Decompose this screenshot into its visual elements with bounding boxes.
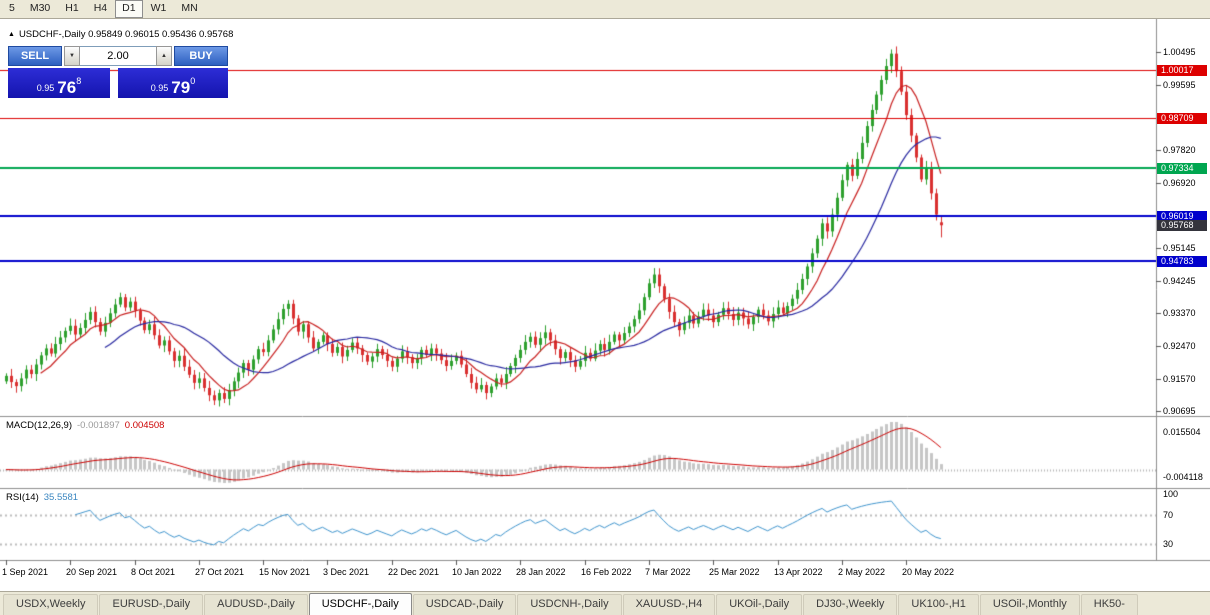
chart-tab-usdcad-daily[interactable]: USDCAD-,Daily xyxy=(412,594,517,615)
volume-increase-button[interactable]: ▲ xyxy=(156,46,172,66)
timeframe-button-h1[interactable]: H1 xyxy=(65,2,79,14)
chart-tab-hk50[interactable]: HK50- xyxy=(1080,594,1138,615)
sell-button[interactable]: SELL xyxy=(8,46,62,66)
sell-price-point: 8 xyxy=(76,76,82,86)
buy-price-display[interactable]: 0.95 79 0 xyxy=(118,68,228,98)
chart-window: ▲ USDCHF-,Daily 0.95849 0.96015 0.95436 0… xyxy=(0,19,1210,591)
buy-price-point: 0 xyxy=(190,76,196,86)
timeframe-button-w1[interactable]: W1 xyxy=(150,2,167,14)
one-click-trading-panel: SELL ▼ 2.00 ▲ BUY 0.95 76 8 0.95 79 0 xyxy=(8,46,228,98)
chart-tabs-bar: USDX,Weekly EURUSD-,Daily AUDUSD-,Daily USD… xyxy=(0,591,1210,615)
sell-price-prefix: 0.95 xyxy=(36,83,55,93)
chart-tab-usdx-weekly[interactable]: USDX,Weekly xyxy=(3,594,99,615)
rsi-name: RSI(14) xyxy=(6,492,39,503)
chart-tab-usoil-monthly[interactable]: USOil-,Monthly xyxy=(979,594,1080,615)
macd-value: -0.001897 xyxy=(77,420,120,431)
down-arrow-icon: ▼ xyxy=(69,53,75,59)
chart-tab-dj30-weekly[interactable]: DJ30-,Weekly xyxy=(803,594,898,615)
chart-title: ▲ USDCHF-,Daily 0.95849 0.96015 0.95436 0… xyxy=(8,29,233,40)
timeframe-button-h4[interactable]: H4 xyxy=(93,2,108,14)
buy-price-pips: 79 xyxy=(171,78,191,97)
chart-tab-eurusd-daily[interactable]: EURUSD-,Daily xyxy=(99,594,204,615)
timeframe-toolbar: 5 M30 H1 H4 D1 W1 MN xyxy=(0,0,1210,19)
chart-tab-ukoil-daily[interactable]: UKOil-,Daily xyxy=(716,594,803,615)
chart-tab-xauusd-h4[interactable]: XAUUSD-,H4 xyxy=(622,594,716,615)
collapse-trade-panel-icon[interactable]: ▲ xyxy=(8,31,15,38)
buy-button[interactable]: BUY xyxy=(174,46,228,66)
macd-indicator-label: MACD(12,26,9) -0.001897 0.004508 xyxy=(6,420,164,431)
timeframe-button-5[interactable]: 5 xyxy=(9,2,15,14)
sell-price-pips: 76 xyxy=(57,78,77,97)
price-chart-canvas[interactable] xyxy=(0,19,1210,591)
timeframe-button-m30[interactable]: M30 xyxy=(29,2,51,14)
volume-stepper: ▼ 2.00 ▲ xyxy=(64,46,172,66)
chart-tab-usdchf-daily[interactable]: USDCHF-,Daily xyxy=(308,593,412,615)
chart-tab-uk100-h1[interactable]: UK100-,H1 xyxy=(898,594,979,615)
chart-title-text: USDCHF-,Daily 0.95849 0.96015 0.95436 0.… xyxy=(18,29,234,40)
chart-tab-usdcnh-daily[interactable]: USDCNH-,Daily xyxy=(517,594,622,615)
rsi-indicator-label: RSI(14) 35.5581 xyxy=(6,492,78,503)
macd-name: MACD(12,26,9) xyxy=(6,420,72,431)
sell-price-display[interactable]: 0.95 76 8 xyxy=(8,68,110,98)
rsi-value: 35.5581 xyxy=(43,492,79,503)
macd-signal-value: 0.004508 xyxy=(124,420,165,431)
chart-tab-audusd-daily[interactable]: AUDUSD-,Daily xyxy=(204,594,308,615)
timeframe-button-d1[interactable]: D1 xyxy=(115,0,143,18)
up-arrow-icon: ▲ xyxy=(161,53,167,59)
buy-price-prefix: 0.95 xyxy=(150,83,169,93)
volume-decrease-button[interactable]: ▼ xyxy=(64,46,80,66)
timeframe-button-mn[interactable]: MN xyxy=(181,2,198,14)
volume-field[interactable]: 2.00 xyxy=(80,46,156,66)
